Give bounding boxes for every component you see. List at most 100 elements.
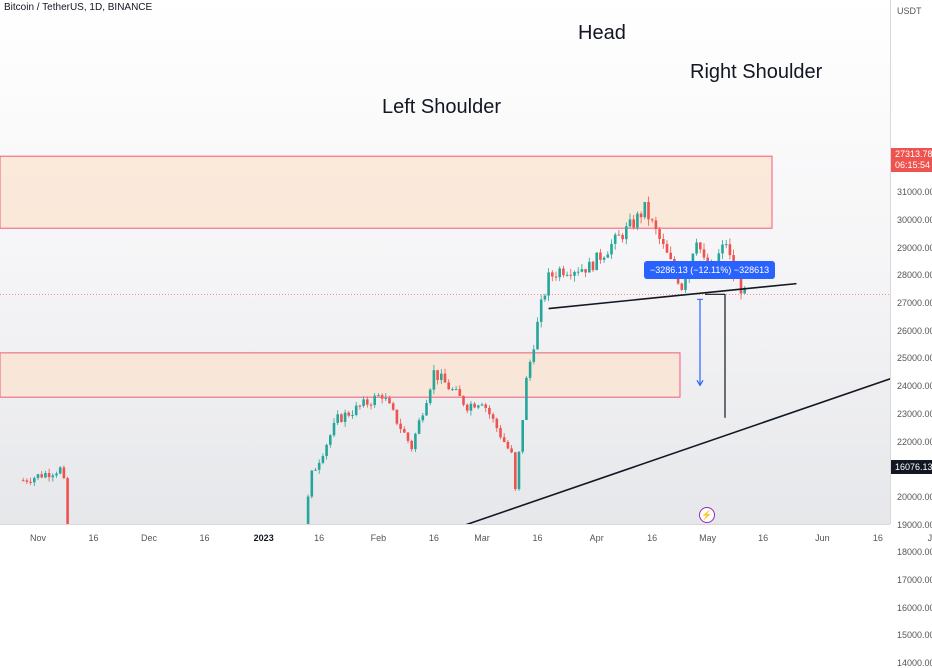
- candle-2023-03-29: [584, 269, 587, 273]
- candle-2023-02-20: [447, 382, 450, 390]
- time-tick: 16: [872, 533, 883, 543]
- price-tick: 19000.00: [897, 519, 932, 530]
- time-tick: Apr: [589, 533, 604, 543]
- candle-2023-02-02: [380, 395, 384, 399]
- candle-2023-02-16: [432, 370, 436, 390]
- lightning-icon[interactable]: ⚡: [699, 507, 715, 523]
- neckline: [548, 282, 797, 310]
- candle-2022-10-30: [29, 481, 32, 483]
- candle-2023-03-28: [580, 269, 584, 272]
- time-tick: Jun: [815, 533, 830, 543]
- candle-2023-04-16: [650, 219, 654, 221]
- chart-canvas: [0, 155, 890, 524]
- time-tick: 16: [199, 533, 210, 543]
- candle-2023-03-04: [491, 414, 495, 419]
- candle-2022-10-29: [25, 480, 29, 482]
- candle-2023-01-23: [343, 412, 347, 422]
- candle-2023-03-10: [514, 452, 517, 490]
- label-right-shoulder: Right Shoulder: [690, 61, 823, 83]
- measure-readout: −3286.13 (−12.11%) −328613: [644, 261, 776, 279]
- candle-2023-04-05: [610, 243, 613, 255]
- candle-2023-02-23: [458, 389, 462, 396]
- price-tick: 23000.00: [897, 408, 932, 419]
- candle-2023-04-07: [617, 234, 621, 236]
- price-tick: 24000.00: [897, 381, 932, 392]
- candle-2023-02-22: [454, 389, 458, 391]
- time-tick: May: [699, 533, 717, 543]
- candle-2023-01-13: [306, 496, 310, 524]
- candle-2023-04-09: [625, 226, 628, 240]
- price-tick: 14000.00: [897, 658, 932, 668]
- candle-2023-03-31: [591, 261, 595, 271]
- time-tick: Mar: [474, 533, 490, 543]
- candle-2023-03-03: [488, 407, 491, 415]
- candle-2023-05-10: [739, 278, 743, 294]
- candle-2023-01-15: [314, 469, 317, 471]
- price-tick: 29000.00: [897, 242, 932, 253]
- candle-2022-11-04: [47, 473, 51, 478]
- candle-2023-01-30: [369, 404, 373, 406]
- candle-2023-01-25: [351, 414, 354, 416]
- candle-2023-04-01: [595, 252, 598, 271]
- time-axis[interactable]: Nov 16 Dec 16 2023 16 Feb 16 Mar 16 Apr 16 May 16 Jun 1…: [0, 524, 932, 551]
- price-tick: 26000.00: [897, 325, 932, 336]
- label-head: Head: [578, 22, 626, 44]
- price-tick: 27000.00: [897, 298, 932, 308]
- price-axis[interactable]: USDT 32000.0031000.0030000.0029000.00280…: [890, 0, 932, 668]
- price-chart[interactable]: Bitcoin / TetherUS, 1D, BINANCE Head Lef…: [0, 0, 890, 524]
- candle-2023-01-31: [373, 395, 376, 406]
- candle-2023-03-24: [565, 274, 569, 276]
- label-left-shoulder: Left Shoulder: [382, 96, 501, 118]
- candle-2023-01-24: [347, 412, 351, 416]
- candle-2023-04-29: [699, 242, 702, 250]
- candle-2023-02-25: [465, 404, 469, 411]
- candle-2023-04-15: [647, 201, 650, 220]
- candle-2023-04-06: [613, 234, 617, 244]
- candle-2023-02-05: [391, 403, 395, 410]
- price-tick: 30000.00: [897, 214, 932, 225]
- candle-2023-04-20: [665, 243, 669, 253]
- candle-2022-11-08: [62, 467, 66, 479]
- candle-2023-02-10: [410, 440, 413, 450]
- measure-arrowhead: [696, 380, 704, 387]
- candle-2023-04-08: [621, 235, 624, 240]
- candle-2023-02-06: [395, 409, 399, 424]
- candle-2023-03-16: [536, 321, 539, 350]
- candle-2023-04-27: [691, 253, 695, 264]
- candle-2022-10-31: [33, 477, 36, 483]
- time-tick: Dec: [140, 533, 158, 543]
- candle-2023-05-07: [728, 244, 732, 256]
- candle-2023-03-02: [484, 404, 487, 408]
- candle-2023-05-05: [721, 244, 724, 254]
- time-tick: 16: [758, 533, 769, 543]
- candle-2023-05-06: [724, 244, 728, 246]
- candle-2023-02-28: [477, 405, 480, 408]
- price-tick: 16000.00: [897, 602, 932, 613]
- candle-2022-11-01: [36, 474, 40, 478]
- candle-2022-10-28: [21, 480, 25, 482]
- candle-2023-01-17: [321, 456, 325, 463]
- candle-2023-04-02: [599, 252, 602, 260]
- candle-2023-02-13: [421, 415, 425, 421]
- price-tick: 31000.00: [897, 187, 932, 198]
- candle-2023-03-23: [562, 268, 565, 276]
- time-tick: 2023: [253, 533, 274, 543]
- candle-2023-05-11: [743, 287, 746, 294]
- current-price-tag: 27313.78 06:15:54: [891, 148, 932, 172]
- bar-countdown: 06:15:54: [895, 160, 931, 170]
- candle-2023-02-11: [414, 433, 417, 450]
- candle-2023-03-09: [510, 448, 513, 453]
- candle-2023-02-19: [443, 373, 447, 383]
- support-price-tag: 16076.13: [891, 460, 932, 474]
- candle-2023-01-22: [340, 414, 343, 422]
- candle-2023-04-03: [602, 257, 606, 260]
- candle-2023-02-07: [399, 423, 402, 430]
- candle-2023-02-24: [462, 395, 465, 405]
- candle-2023-05-04: [717, 253, 721, 263]
- price-tick: 18000.00: [897, 547, 932, 558]
- candle-2023-03-15: [532, 349, 536, 362]
- candle-2023-03-14: [528, 361, 532, 378]
- candle-2023-03-19: [547, 272, 550, 296]
- candle-2023-01-27: [358, 405, 362, 407]
- candle-2023-02-17: [436, 370, 439, 380]
